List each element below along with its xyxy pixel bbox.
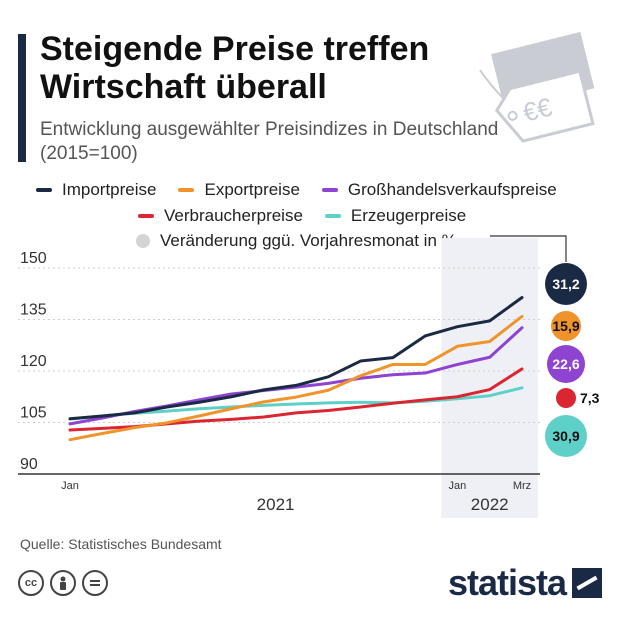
legend-swatch xyxy=(324,214,341,218)
series-line xyxy=(68,314,524,442)
legend-item-verbraucherpreise: Verbraucherpreise xyxy=(138,206,303,226)
by-icon xyxy=(50,570,76,596)
chart-subtitle: Entwicklung ausgewählter Preisindizes in… xyxy=(40,119,499,164)
cc-icon: cc xyxy=(18,570,44,596)
series-line xyxy=(68,296,524,421)
change-bubble xyxy=(545,263,587,305)
x-tick-label: Jan xyxy=(449,480,467,492)
tag-hole xyxy=(507,110,518,121)
brand-mark-icon xyxy=(572,568,602,598)
legend-swatch xyxy=(36,188,52,192)
year-label: 2021 xyxy=(257,495,295,514)
legend-row-1: Importpreise Exportpreise Großhandelsver… xyxy=(36,180,557,200)
change-bubble xyxy=(547,345,585,383)
legend-item-erzeugerpreise: Erzeugerpreise xyxy=(324,206,467,226)
legend-swatch xyxy=(178,188,195,192)
series-exportpreise xyxy=(68,314,524,442)
tag-string xyxy=(479,69,506,101)
change-bubble xyxy=(545,415,587,457)
change-label: 30,9 xyxy=(552,428,579,444)
person-icon xyxy=(60,576,66,590)
statista-logo[interactable]: statista xyxy=(448,562,602,604)
y-tick-label: 150 xyxy=(20,250,47,267)
license-icons: cc xyxy=(18,570,108,596)
legend-item-exportpreise: Exportpreise xyxy=(178,180,300,200)
legend-label: Verbraucherpreise xyxy=(164,206,303,225)
change-label: 15,9 xyxy=(552,318,579,334)
y-tick-label: 120 xyxy=(20,353,47,370)
source-note: Quelle: Statistisches Bundesamt xyxy=(20,536,222,552)
change-bubble xyxy=(556,388,576,408)
series-line xyxy=(68,386,524,421)
x-tick-label: Mrz xyxy=(513,480,531,492)
x-tick-label: Jan xyxy=(61,480,79,492)
series-erzeugerpreise xyxy=(68,386,524,421)
legend-item-grosshandelsverkaufspreise: Großhandelsverkaufspreise xyxy=(321,180,557,200)
title-accent-bar xyxy=(18,34,26,162)
legend-row-3: Veränderung ggü. Vorjahresmonat in % xyxy=(136,231,457,251)
legend-item-importpreise: Importpreise xyxy=(36,180,156,200)
legend-row-2: Verbraucherpreise Erzeugerpreise xyxy=(138,206,466,226)
legend-swatch xyxy=(138,214,154,218)
y-tick-label: 105 xyxy=(20,405,47,422)
change-note: Veränderung ggü. Vorjahresmonat in % xyxy=(160,231,457,250)
change-label: 7,3 xyxy=(580,390,600,406)
legend-swatch xyxy=(321,188,338,192)
y-tick-label: 90 xyxy=(20,456,38,473)
change-bubble xyxy=(551,311,581,341)
year-label: 2022 xyxy=(471,495,509,514)
equals-icon xyxy=(90,580,100,586)
legend-label: Importpreise xyxy=(62,180,157,199)
change-label: 31,2 xyxy=(552,276,579,292)
change-dot-icon xyxy=(136,234,150,248)
change-note-connector xyxy=(490,235,567,262)
nd-icon xyxy=(82,570,108,596)
change-label: 22,6 xyxy=(552,356,579,372)
brand-wordmark: statista xyxy=(447,562,567,603)
series-importpreise xyxy=(68,296,524,421)
y-tick-label: 135 xyxy=(20,302,47,319)
legend-label: Erzeugerpreise xyxy=(350,206,467,225)
chart-title: Steigende Preise treffen Wirtschaft über… xyxy=(40,30,430,106)
highlight-band xyxy=(441,238,538,518)
price-tag-icon xyxy=(494,69,595,143)
legend-label: Exportpreise xyxy=(204,180,300,199)
legend-label: Großhandelsverkaufspreise xyxy=(347,180,557,199)
